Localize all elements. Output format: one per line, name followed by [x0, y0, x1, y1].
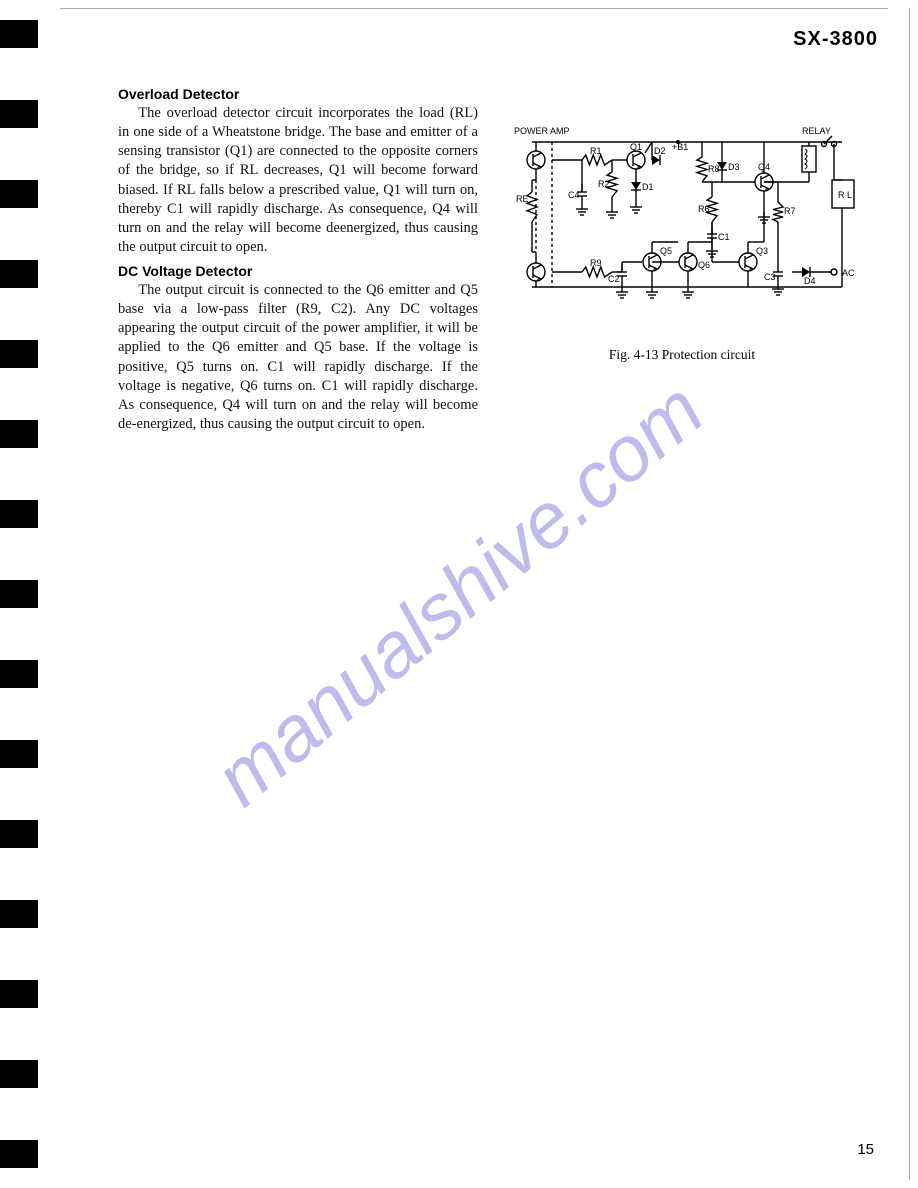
main-content: Overload Detector The overload detector … [118, 82, 878, 440]
svg-text:R1: R1 [590, 146, 602, 156]
binding-tab [0, 580, 38, 608]
binding-tab [0, 500, 38, 528]
binding-tab [0, 260, 38, 288]
section-heading-overload: Overload Detector [118, 86, 478, 102]
svg-text:D1: D1 [642, 182, 654, 192]
text-column: Overload Detector The overload detector … [118, 82, 478, 440]
svg-text:C3: C3 [764, 272, 776, 282]
section-body-dcvolt: The output circuit is connected to the Q… [118, 281, 478, 434]
page-container: SX-3800 manualshive.com Overload Detecto… [0, 0, 918, 1188]
svg-text:R2: R2 [598, 179, 610, 189]
binding-tab [0, 740, 38, 768]
svg-text:R7: R7 [784, 206, 796, 216]
svg-text:Q5: Q5 [660, 246, 672, 256]
svg-text:RELAY: RELAY [802, 126, 831, 136]
figure-4-13: POWER AMPRELAYRER1Q1D2+B1R2C4D1R8D3R6C1Q… [502, 122, 862, 363]
model-number: SX-3800 [793, 28, 878, 51]
binding-tab [0, 820, 38, 848]
svg-text:R L: R L [838, 190, 852, 200]
svg-text:POWER AMP: POWER AMP [514, 126, 570, 136]
svg-text:C2: C2 [608, 274, 620, 284]
page-top-rule [60, 8, 888, 9]
schematic-svg: POWER AMPRELAYRER1Q1D2+B1R2C4D1R8D3R6C1Q… [502, 122, 862, 332]
binding-tab [0, 420, 38, 448]
binding-tab [0, 180, 38, 208]
svg-text:D2: D2 [654, 146, 666, 156]
binding-tab [0, 100, 38, 128]
section-body-overload: The overload detector circuit incorporat… [118, 104, 478, 257]
section-heading-dcvolt: DC Voltage Detector [118, 263, 478, 279]
page-right-rule [909, 8, 910, 1180]
binding-tab [0, 900, 38, 928]
figure-column: POWER AMPRELAYRER1Q1D2+B1R2C4D1R8D3R6C1Q… [502, 82, 862, 440]
svg-text:D3: D3 [728, 162, 740, 172]
svg-text:R6: R6 [698, 204, 710, 214]
svg-text:AC: AC [842, 268, 855, 278]
binding-tab [0, 1060, 38, 1088]
svg-text:Q1: Q1 [630, 142, 642, 152]
svg-text:D4: D4 [804, 276, 816, 286]
binding-tab [0, 340, 38, 368]
svg-text:C1: C1 [718, 232, 730, 242]
svg-text:+B1: +B1 [672, 142, 688, 152]
binding-tab [0, 1140, 38, 1168]
binding-tab [0, 980, 38, 1008]
figure-caption: Fig. 4-13 Protection circuit [502, 347, 862, 363]
spiral-binding [0, 0, 42, 1188]
svg-text:Q3: Q3 [756, 246, 768, 256]
svg-text:R8: R8 [708, 164, 720, 174]
binding-tab [0, 660, 38, 688]
page-number: 15 [857, 1141, 874, 1158]
binding-tab [0, 20, 38, 48]
svg-text:Q6: Q6 [698, 260, 710, 270]
svg-text:R9: R9 [590, 258, 602, 268]
svg-text:C4: C4 [568, 190, 580, 200]
